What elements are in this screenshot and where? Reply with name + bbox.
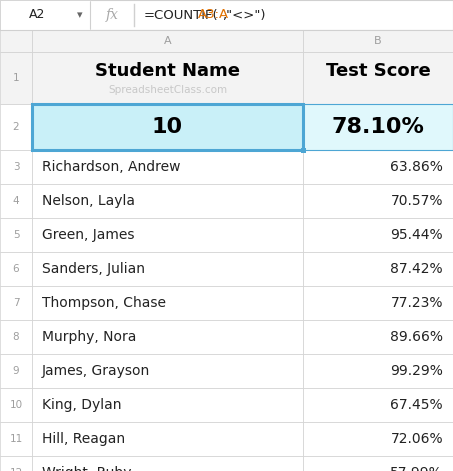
Bar [0,150,32,184]
Text: 11: 11 [10,434,23,444]
Bar [0,388,32,422]
Bar [0,252,32,286]
Bar [303,104,453,150]
Bar [32,218,303,252]
Text: fx: fx [106,8,119,22]
Bar [303,150,453,184]
Text: 70.57%: 70.57% [390,194,443,208]
Bar [303,422,453,456]
Bar [303,252,453,286]
Bar [0,52,32,104]
Text: A: A [164,36,171,46]
Text: 72.06%: 72.06% [390,432,443,446]
Bar [0,320,32,354]
Text: ,"<>"): ,"<>") [222,8,265,22]
Text: 5: 5 [13,230,19,240]
Text: 10: 10 [10,400,23,410]
Bar [32,320,303,354]
Bar [303,30,453,52]
Text: 63.86%: 63.86% [390,160,443,174]
Bar [0,184,32,218]
Text: 8: 8 [13,332,19,342]
Text: A2: A2 [29,8,45,22]
Bar [303,388,453,422]
Text: 57.99%: 57.99% [390,466,443,471]
Text: 10: 10 [152,117,183,137]
Text: 12: 12 [10,468,23,471]
Bar [32,354,303,388]
Bar [32,456,303,471]
Bar [32,388,303,422]
Text: Nelson, Layla: Nelson, Layla [42,194,135,208]
Text: 6: 6 [13,264,19,274]
Text: ▾: ▾ [77,10,83,20]
Bar [32,252,303,286]
Text: 99.29%: 99.29% [390,364,443,378]
Bar [32,104,303,150]
Bar [0,218,32,252]
Text: Wright, Ruby: Wright, Ruby [42,466,131,471]
Text: Sanders, Julian: Sanders, Julian [42,262,145,276]
Bar [303,218,453,252]
Bar [32,52,303,104]
Text: SpreadsheetClass.com: SpreadsheetClass.com [108,85,227,95]
Text: =COUNTIF(: =COUNTIF( [144,8,219,22]
Bar [303,320,453,354]
Bar [0,354,32,388]
Text: 1: 1 [13,73,19,83]
Text: A3:A: A3:A [198,8,229,22]
Text: 2: 2 [13,122,19,132]
Text: 78.10%: 78.10% [332,117,424,137]
Text: Murphy, Nora: Murphy, Nora [42,330,136,344]
Bar [32,184,303,218]
Bar [0,30,32,52]
Text: Student Name: Student Name [95,62,240,80]
Bar [0,0,90,30]
Bar [0,456,32,471]
Text: 4: 4 [13,196,19,206]
Text: Green, James: Green, James [42,228,135,242]
Text: Richardson, Andrew: Richardson, Andrew [42,160,180,174]
Text: Test Score: Test Score [326,62,430,80]
Bar [32,286,303,320]
Bar [32,30,303,52]
Bar [0,104,32,150]
Bar [303,184,453,218]
Text: Hill, Reagan: Hill, Reagan [42,432,125,446]
Text: 89.66%: 89.66% [390,330,443,344]
Text: 95.44%: 95.44% [390,228,443,242]
Text: 67.45%: 67.45% [390,398,443,412]
Bar [301,148,306,153]
Bar [303,104,453,150]
Bar [303,456,453,471]
Bar [303,52,453,104]
Bar [303,286,453,320]
Text: Thompson, Chase: Thompson, Chase [42,296,166,310]
Text: James, Grayson: James, Grayson [42,364,150,378]
Bar [0,0,453,30]
Text: 9: 9 [13,366,19,376]
Bar [0,422,32,456]
Text: King, Dylan: King, Dylan [42,398,121,412]
Bar [0,286,32,320]
Bar [32,104,303,150]
Text: 77.23%: 77.23% [390,296,443,310]
Bar [32,422,303,456]
Bar [32,150,303,184]
Text: 3: 3 [13,162,19,172]
Text: 87.42%: 87.42% [390,262,443,276]
Bar [303,354,453,388]
Text: B: B [374,36,382,46]
Text: 7: 7 [13,298,19,308]
